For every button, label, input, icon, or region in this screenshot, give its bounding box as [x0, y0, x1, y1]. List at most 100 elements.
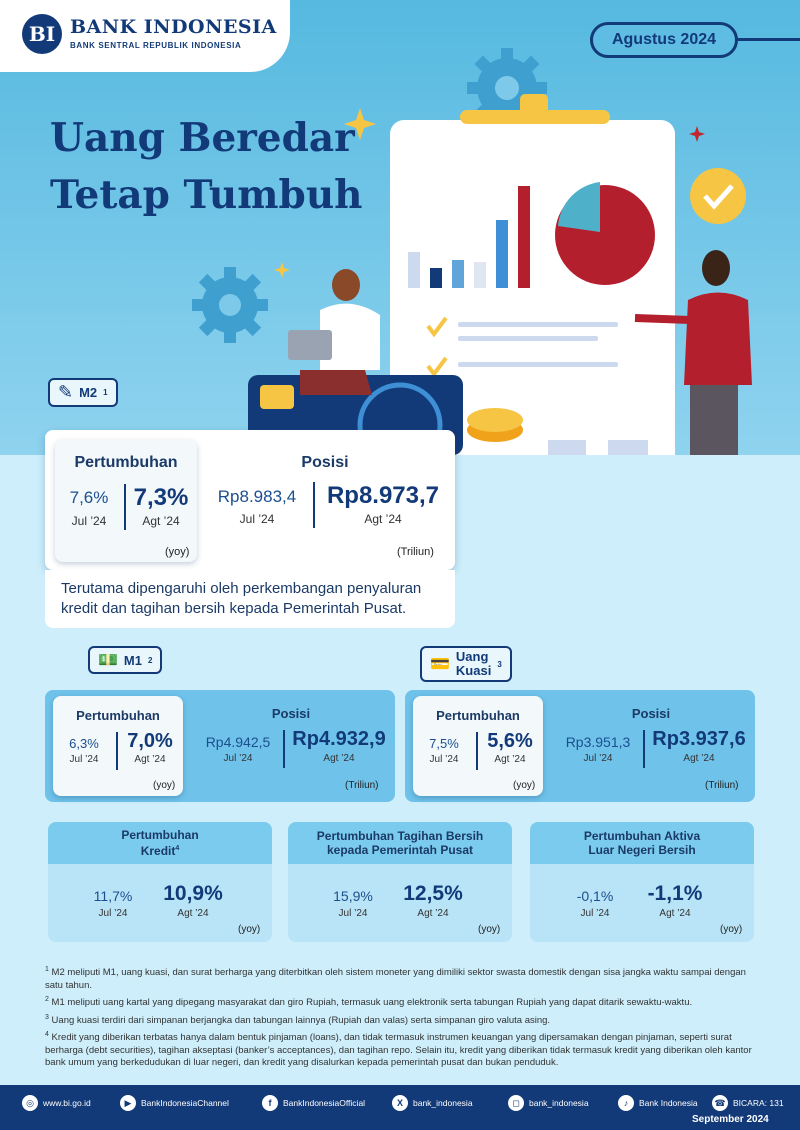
footnote-2-num: 2 — [45, 996, 49, 1003]
credit-growth-title-sup: 4 — [175, 845, 180, 852]
quasi-growth-prev-period: Jul ’24 — [429, 754, 459, 765]
m2-growth-unit: (yoy) — [165, 546, 190, 558]
quasi-tag-text: Uang Kuasi — [456, 650, 491, 678]
footer-website[interactable]: ◎ www.bi.go.id — [22, 1095, 91, 1111]
credit-growth-card: Pertumbuhan Kredit4 11,7% Jul ’24 10,9% … — [48, 822, 272, 942]
m1-card: Pertumbuhan 6,3% Jul ’24 7,0% Agt ’24 (y… — [45, 690, 395, 802]
net-foreign-assets-unit: (yoy) — [720, 924, 743, 935]
footnote-2-text: M1 meliputi uang kartal yang dipegang ma… — [51, 997, 693, 1009]
quasi-growth-curr-value: 5,6% — [487, 730, 533, 752]
m2-position-prev-period: Jul ’24 — [239, 512, 275, 526]
document-icon: ✎ — [58, 382, 74, 402]
credit-growth-prev-value: 11,7% — [93, 888, 133, 904]
m1-growth-panel: Pertumbuhan 6,3% Jul ’24 7,0% Agt ’24 (y… — [53, 696, 183, 796]
footer: ◎ www.bi.go.id ▶ BankIndonesiaChannel f … — [0, 1085, 800, 1130]
footnote-3-text: Uang kuasi terdiri dari simpanan berjang… — [51, 1015, 551, 1027]
quasi-tag: 💳 Uang Kuasi 3 — [420, 646, 512, 682]
m1-growth-curr-period: Agt ’24 — [134, 754, 166, 765]
bank-subtitle: BANK SENTRAL REPUBLIK INDONESIA — [70, 41, 242, 50]
footnote-2: 2 M1 meliputi uang kartal yang dipegang … — [45, 994, 755, 1010]
m1-position-header: Posisi — [271, 706, 311, 721]
footer-x[interactable]: X bank_indonesia — [392, 1095, 473, 1111]
divider — [313, 482, 315, 528]
footer-youtube-text: BankIndonesiaChannel — [141, 1098, 229, 1108]
card-icon: 💳 — [430, 656, 450, 673]
footnote-4: 4 Kredit yang diberikan terbatas hanya d… — [45, 1029, 755, 1070]
quasi-position-curr-period: Agt ’24 — [683, 753, 715, 764]
footnote-1-text: M2 meliputi M1, uang kuasi, dan surat be… — [45, 967, 746, 991]
footer-x-text: bank_indonesia — [413, 1098, 473, 1108]
footer-bicara[interactable]: ☎ BICARA: 131 — [712, 1095, 784, 1111]
net-foreign-assets-curr-period: Agt ’24 — [659, 908, 691, 919]
m1-growth-unit: (yoy) — [153, 780, 176, 791]
net-foreign-assets-prev-period: Jul ’24 — [580, 908, 610, 919]
m2-growth-panel: Pertumbuhan 7,6% Jul ’24 7,3% Agt ’24 (y… — [55, 440, 197, 562]
credit-growth-prev-period: Jul ’24 — [98, 908, 128, 919]
net-foreign-assets-title-line2: Luar Negeri Bersih — [588, 843, 696, 857]
footer-date: September 2024 — [692, 1114, 769, 1125]
m2-growth-prev-value: 7,6% — [69, 488, 109, 507]
net-claims-gov-curr-value: 12,5% — [403, 882, 463, 905]
credit-growth-title-line1: Pertumbuhan — [121, 828, 199, 842]
m1-tag: 💵 M1 2 — [88, 646, 163, 674]
footer-tiktok[interactable]: ♪ Bank Indonesia — [618, 1095, 698, 1111]
footer-facebook-text: BankIndonesiaOfficial — [283, 1098, 366, 1108]
net-foreign-assets-curr-value: -1,1% — [647, 882, 703, 905]
footer-facebook[interactable]: f BankIndonesiaOfficial — [262, 1095, 365, 1111]
quasi-position-header: Posisi — [631, 706, 671, 721]
m1-position-prev-value: Rp4.942,5 — [205, 734, 271, 750]
footer-instagram[interactable]: ◻ bank_indonesia — [508, 1095, 589, 1111]
net-claims-gov-unit: (yoy) — [478, 924, 501, 935]
hero-section: BI BANK INDONESIA BANK SENTRAL REPUBLIK … — [0, 0, 800, 455]
net-claims-gov-curr-period: Agt ’24 — [417, 908, 449, 919]
m1-position-curr-value: Rp4.932,9 — [292, 728, 386, 750]
footer-tiktok-text: Bank Indonesia — [639, 1098, 698, 1108]
tiktok-icon: ♪ — [618, 1095, 634, 1111]
footnote-1-num: 1 — [45, 966, 49, 973]
credit-growth-unit: (yoy) — [238, 924, 261, 935]
m2-tag-box: ✎ M2 1 — [48, 378, 118, 407]
net-foreign-assets-prev-value: -0,1% — [576, 888, 614, 904]
footer-bicara-text: BICARA: 131 — [733, 1098, 784, 1108]
credit-growth-title-line2: Kredit — [140, 844, 176, 858]
net-claims-gov-card: Pertumbuhan Tagihan Bersih kepada Pemeri… — [288, 822, 512, 942]
m2-growth-prev-period: Jul ’24 — [71, 514, 107, 528]
quasi-position-prev-period: Jul ’24 — [583, 753, 613, 764]
bank-logo-icon: BI — [22, 14, 62, 54]
m2-tag: ✎ M2 1 — [48, 378, 118, 407]
divider — [476, 732, 478, 770]
footnote-3: 3 Uang kuasi terdiri dari simpanan berja… — [45, 1012, 755, 1028]
net-foreign-assets-card: Pertumbuhan Aktiva Luar Negeri Bersih -0… — [530, 822, 754, 942]
quasi-growth-unit: (yoy) — [513, 780, 536, 791]
m1-position-curr-period: Agt ’24 — [323, 753, 355, 764]
divider — [283, 730, 285, 768]
footer-instagram-text: bank_indonesia — [529, 1098, 589, 1108]
m1-tag-box: 💵 M1 2 — [88, 646, 163, 674]
m2-position-header: Posisi — [301, 454, 349, 471]
quasi-position-unit: (Triliun) — [705, 780, 739, 791]
x-icon: X — [392, 1095, 408, 1111]
quasi-growth-panel: Pertumbuhan 7,5% Jul ’24 5,6% Agt ’24 (y… — [413, 696, 543, 796]
m2-tag-label: M2 — [79, 385, 98, 400]
quasi-growth-prev-value: 7,5% — [429, 736, 459, 751]
instagram-icon: ◻ — [508, 1095, 524, 1111]
m2-growth-curr-period: Agt ’24 — [142, 514, 180, 528]
footnote-4-num: 4 — [45, 1031, 49, 1038]
quasi-position-prev-value: Rp3.951,3 — [565, 734, 631, 750]
youtube-icon: ▶ — [120, 1095, 136, 1111]
m2-position-curr-period: Agt ’24 — [364, 512, 402, 526]
m2-position-unit: (Triliun) — [397, 546, 434, 558]
net-foreign-assets-title-line1: Pertumbuhan Aktiva — [583, 829, 701, 843]
divider — [116, 732, 118, 770]
period-badge: Agustus 2024 — [590, 22, 738, 58]
globe-icon: ◎ — [22, 1095, 38, 1111]
footnote-1: 1 M2 meliputi M1, uang kuasi, dan surat … — [45, 964, 755, 992]
m1-tag-label: M1 — [123, 652, 142, 668]
divider — [643, 730, 645, 768]
m2-position-curr-value: Rp8.973,7 — [326, 482, 440, 509]
credit-growth-curr-value: 10,9% — [163, 882, 223, 905]
m2-growth-curr-value: 7,3% — [133, 484, 189, 511]
net-claims-gov-title: Pertumbuhan Tagihan Bersih kepada Pemeri… — [288, 822, 512, 864]
footer-youtube[interactable]: ▶ BankIndonesiaChannel — [120, 1095, 229, 1111]
quasi-tag-line1: Uang — [455, 649, 489, 664]
